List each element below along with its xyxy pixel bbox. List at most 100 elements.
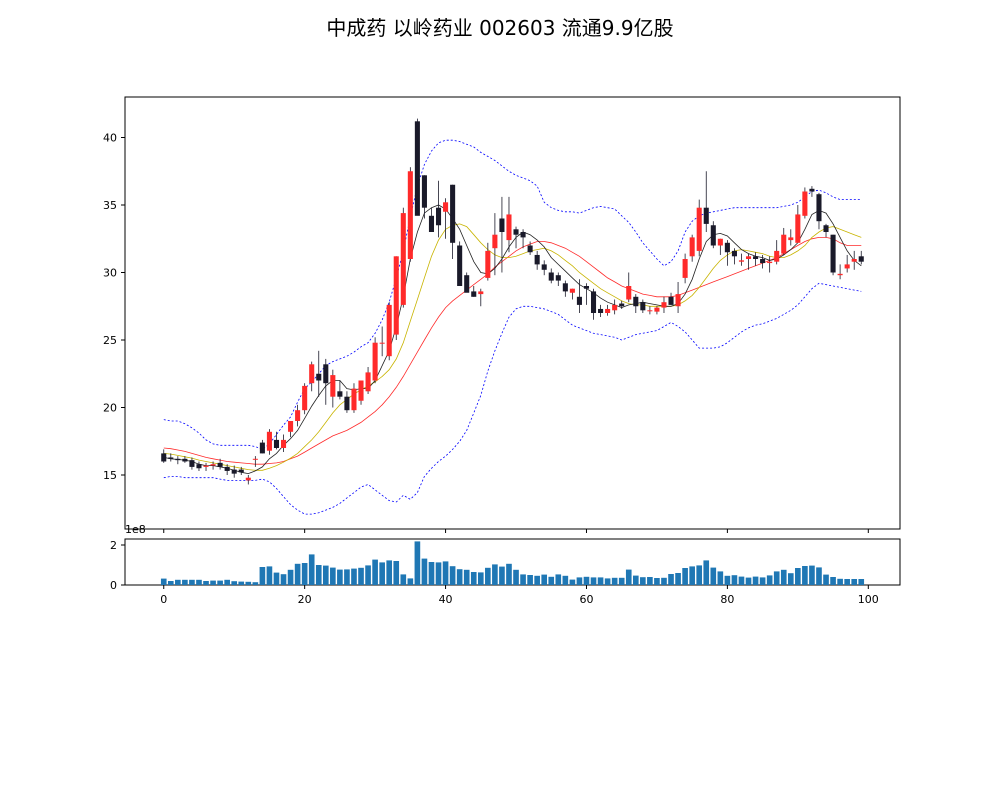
volume-bar <box>675 573 681 585</box>
candle-body <box>407 171 413 259</box>
candle-body <box>252 458 258 460</box>
candle-body <box>196 464 202 469</box>
candle-body <box>273 439 280 448</box>
candle <box>302 383 308 415</box>
x-tick-label: 60 <box>579 593 593 606</box>
price-plot-area: 15 20 25 30 35 40 <box>103 96 901 533</box>
volume-bar <box>668 574 674 585</box>
candle-body <box>619 303 625 307</box>
y-tick-label: 25 <box>103 334 117 347</box>
volume-bar <box>245 581 252 585</box>
candle <box>506 196 512 253</box>
candle <box>837 264 843 280</box>
volume-bar <box>823 574 829 585</box>
candle-body <box>781 234 787 254</box>
volume-bar <box>731 575 738 585</box>
candle <box>555 272 561 286</box>
candle-body <box>583 286 590 289</box>
ma20-line <box>163 236 862 465</box>
candle-body <box>203 465 209 467</box>
candle-body <box>302 385 308 411</box>
candle-body <box>428 215 435 232</box>
candle-body <box>182 458 188 462</box>
candle <box>675 281 681 313</box>
candle <box>534 250 540 270</box>
price-y-axis: 15 20 25 30 35 40 <box>103 132 125 482</box>
candle-body <box>633 296 639 307</box>
candle <box>851 250 857 270</box>
candle-body <box>576 296 582 305</box>
candle <box>450 184 456 259</box>
candle-body <box>210 464 216 466</box>
candle <box>210 461 216 470</box>
candle-body <box>520 232 526 238</box>
candle-body <box>605 308 611 313</box>
volume-bar <box>611 577 618 585</box>
candle <box>647 306 653 315</box>
candle-body <box>295 410 301 421</box>
candle <box>858 250 864 265</box>
volume-bar <box>435 562 442 585</box>
volume-bar <box>287 569 294 585</box>
candle <box>337 380 343 400</box>
candle <box>478 288 484 307</box>
y-tick-label: 40 <box>103 132 117 145</box>
candle <box>231 465 237 478</box>
volume-bar <box>703 560 710 585</box>
volume-bar <box>456 569 463 585</box>
volume-bar <box>851 579 858 585</box>
candle-body <box>266 431 272 451</box>
candle-body <box>259 442 265 454</box>
volume-bar <box>372 559 378 585</box>
volume-bar <box>802 566 808 585</box>
moving-averages <box>163 204 862 475</box>
candle-body <box>710 225 716 246</box>
candle-body <box>189 460 195 467</box>
candle-body <box>753 256 759 259</box>
volume-bar <box>534 575 540 585</box>
candle <box>499 196 505 273</box>
candle-body <box>386 304 392 357</box>
volume-bar <box>294 563 301 585</box>
volume-bar <box>224 579 230 585</box>
candle-body <box>590 291 597 313</box>
volume-bar <box>492 564 498 585</box>
candle-body <box>541 264 547 270</box>
volume-bar <box>717 571 724 585</box>
volume-bar <box>167 581 174 585</box>
volume-bar <box>259 567 266 585</box>
candle-body <box>372 342 378 381</box>
candle-body <box>661 302 667 308</box>
candle <box>717 238 723 255</box>
candle-body <box>393 256 399 335</box>
volume-bar <box>738 576 745 585</box>
candle-body <box>316 373 322 381</box>
candle <box>753 252 759 266</box>
volume-bar <box>203 581 209 585</box>
volume-x-axis: 0 20 40 60 80 100 <box>160 585 879 606</box>
volume-bar <box>795 568 801 585</box>
volume-bar <box>696 565 703 585</box>
candle-body <box>851 259 857 262</box>
volume-bar <box>344 569 350 585</box>
candle <box>612 299 618 315</box>
volume-bar <box>752 576 759 585</box>
volume-bar <box>337 569 343 585</box>
candle-body <box>400 213 406 305</box>
candle <box>259 439 265 454</box>
price-x-axis <box>163 529 869 533</box>
volume-bar <box>780 569 787 585</box>
volume-bar <box>632 575 639 585</box>
bollinger-upper-line <box>163 139 862 450</box>
candle <box>520 229 526 249</box>
candle <box>633 294 639 313</box>
candle <box>541 260 547 276</box>
volume-y-tick-label: 2 <box>110 539 117 552</box>
candle-body <box>330 375 336 397</box>
candle-body <box>731 250 737 257</box>
volume-bar <box>583 576 590 585</box>
candle <box>168 453 174 462</box>
candle-body <box>513 229 519 235</box>
candle <box>435 180 442 238</box>
candle <box>252 456 258 467</box>
